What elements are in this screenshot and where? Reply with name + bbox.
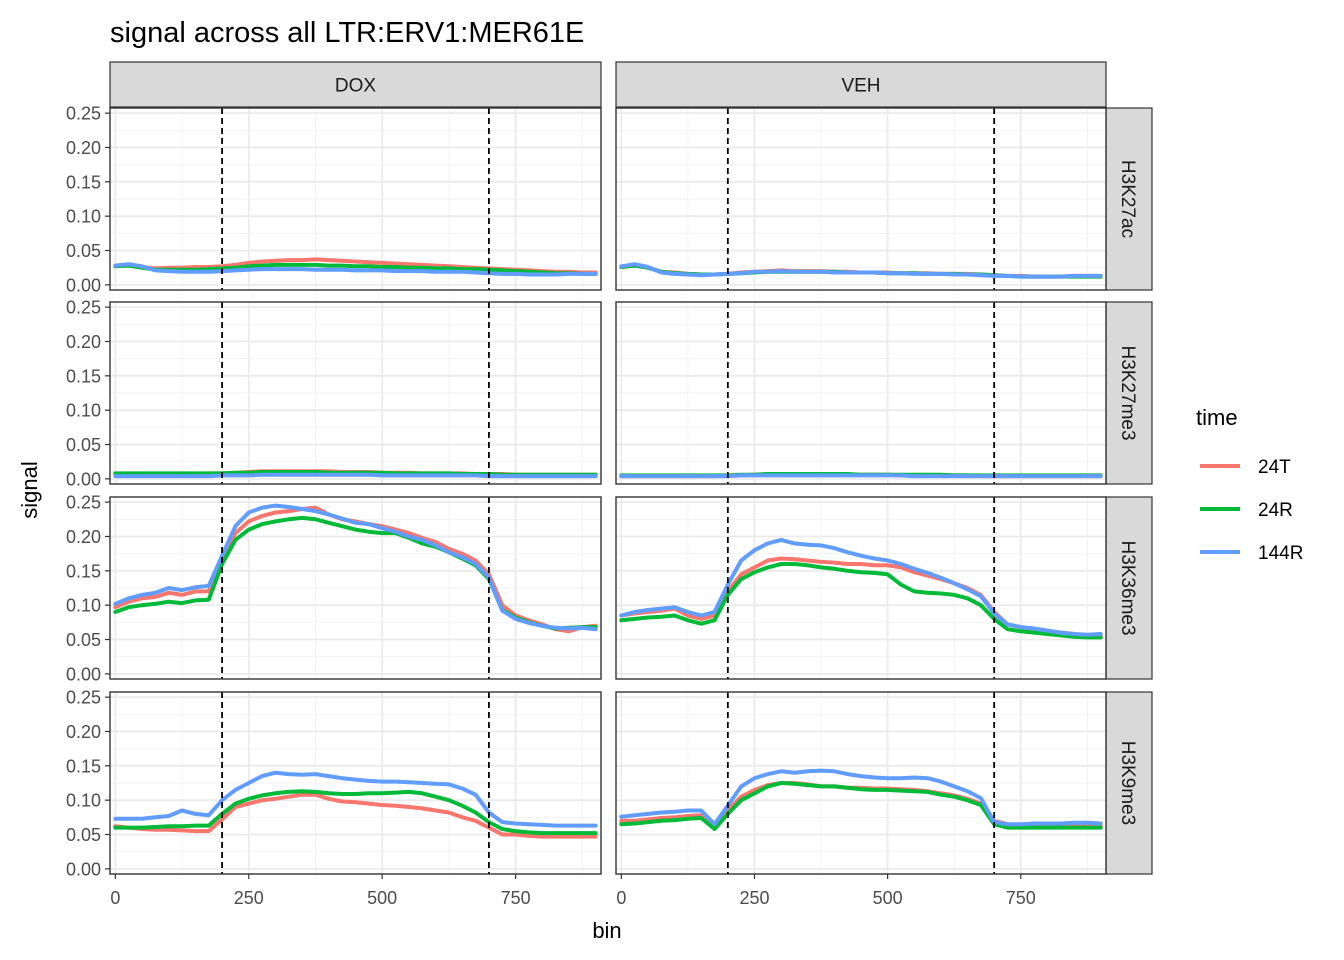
facet-strip-h3k36me3 — [1105, 496, 1153, 680]
facet-strip-label: H3K27me3 — [1117, 345, 1138, 440]
series-line-144r — [619, 537, 1103, 637]
panel-border — [615, 496, 1107, 680]
x-axis-label: bin — [592, 918, 621, 943]
x-tick-label: 500 — [873, 888, 903, 908]
y-tick-label: 0.10 — [66, 791, 101, 811]
series-line-144r — [619, 768, 1103, 827]
y-tick-label: 0.05 — [66, 435, 101, 455]
panel-border — [615, 691, 1107, 875]
panel-border — [109, 691, 602, 875]
panel-veh-h3k9me3: 0 250 500 750 — [615, 691, 1107, 908]
facet-strip-label: DOX — [335, 76, 377, 97]
series-line-144r — [113, 770, 598, 828]
panel-veh-h3k27ac — [615, 107, 1107, 291]
series-line-144r — [619, 473, 1103, 479]
series-line-24t — [113, 792, 598, 839]
facet-strip-h3k27me3 — [1105, 301, 1153, 485]
panel-border — [615, 107, 1107, 291]
y-tick-label: 0.25 — [66, 104, 101, 124]
panel-dox-h3k36me3: 0.00 0.05 0.10 0.15 0.20 0.25 — [66, 493, 602, 684]
legend-label: 24R — [1258, 500, 1293, 521]
y-tick-label: 0.05 — [66, 825, 101, 845]
y-tick-label: 0.15 — [66, 366, 101, 386]
series-line-144r — [113, 503, 598, 632]
series-line-144r — [113, 472, 598, 479]
panel-dox-h3k27ac: 0.00 0.05 0.10 0.15 0.20 0.25 — [66, 104, 602, 295]
facet-strip-label: H3K27ac — [1117, 160, 1138, 238]
y-tick-label: 0.25 — [66, 298, 101, 318]
y-tick-label: 0.00 — [66, 469, 101, 489]
x-tick-label: 750 — [1006, 888, 1036, 908]
y-tick-label: 0.10 — [66, 207, 101, 227]
y-tick-label: 0.10 — [66, 401, 101, 421]
y-tick-label: 0.20 — [66, 527, 101, 547]
panel-border — [109, 107, 602, 291]
y-tick-label: 0.00 — [66, 275, 101, 295]
series-line-24r — [113, 789, 598, 836]
panel-border — [109, 496, 602, 680]
y-tick-label: 0.00 — [66, 664, 101, 684]
y-tick-label: 0.20 — [66, 722, 101, 742]
series-line-144r — [619, 262, 1103, 279]
series-line-24r — [619, 562, 1103, 640]
legend-label: 24T — [1258, 457, 1291, 478]
x-tick-label: 250 — [234, 888, 264, 908]
legend-label: 144R — [1258, 543, 1303, 564]
facet-strip-dox — [109, 61, 602, 108]
facet-panels: DOX VEH H3K27ac H3K27me3 H3K36me3 H3K9me3 0.00… — [66, 61, 1153, 908]
panel-dox-h3k9me3: 0.00 0.05 0.10 0.15 0.20 0.25 0 250 500 750 — [66, 688, 602, 908]
y-tick-label: 0.15 — [66, 561, 101, 581]
panel-veh-h3k36me3 — [615, 496, 1107, 680]
legend-title: time — [1196, 405, 1238, 430]
facet-strip-label: VEH — [841, 76, 880, 97]
y-axis-label: signal — [17, 461, 42, 518]
y-tick-label: 0.15 — [66, 756, 101, 776]
x-tick-label: 500 — [367, 888, 397, 908]
y-tick-label: 0.20 — [66, 332, 101, 352]
chart-title: signal across all LTR:ERV1:MER61E — [110, 17, 584, 49]
y-tick-label: 0.00 — [66, 859, 101, 879]
panel-border — [615, 301, 1107, 485]
y-tick-label: 0.05 — [66, 241, 101, 261]
series-line-24r — [619, 781, 1103, 831]
y-tick-label: 0.05 — [66, 630, 101, 650]
panel-dox-h3k27me3: 0.00 0.05 0.10 0.15 0.20 0.25 — [66, 298, 602, 489]
y-tick-label: 0.20 — [66, 138, 101, 158]
x-tick-label: 250 — [739, 888, 769, 908]
series-line-144r — [113, 262, 598, 277]
facet-strip-h3k27ac — [1105, 107, 1153, 291]
facet-strip-veh — [615, 61, 1107, 108]
panel-border — [109, 301, 602, 485]
panel-veh-h3k27me3 — [615, 301, 1107, 485]
facet-strip-label: H3K36me3 — [1117, 540, 1138, 635]
x-tick-label: 0 — [616, 888, 626, 908]
series-line-24r — [113, 262, 598, 276]
x-tick-label: 750 — [501, 888, 531, 908]
x-tick-label: 0 — [110, 888, 120, 908]
y-tick-label: 0.25 — [66, 688, 101, 708]
y-tick-label: 0.15 — [66, 172, 101, 192]
facet-strip-label: H3K9me3 — [1117, 741, 1138, 826]
legend: 24T 24R 144R — [1200, 457, 1303, 564]
y-tick-label: 0.10 — [66, 596, 101, 616]
y-tick-label: 0.25 — [66, 493, 101, 513]
